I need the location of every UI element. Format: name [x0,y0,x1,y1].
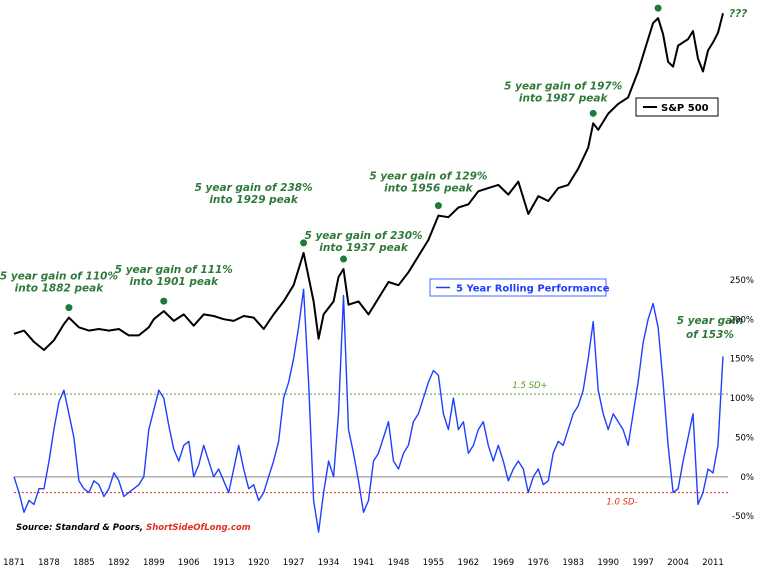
x-tick-label: 1878 [38,558,60,568]
peak-dot [589,109,597,117]
x-tick-label: 1969 [492,558,514,568]
y-tick-label: 250% [730,276,754,286]
reference-line-label: 1.0 SD- [606,498,637,508]
reference-line-label: 1.5 SD+ [512,381,547,391]
x-axis-ticks: 1871 1878 1885 1892 1899 1906 1913 1920 1927 1934… [3,558,724,568]
peak-dot [434,202,442,210]
legend-sp500-box [635,97,719,117]
source-note: Source: Standard & Poors, ShortSideOfLon… [16,523,251,533]
latest-label-line1: 5 year gain [677,315,744,327]
annotation-line2: into 1956 peak [384,183,474,195]
y-tick-label: 0% [741,473,755,483]
annotation-line1: 5 year gain of 129% [369,171,487,183]
x-tick-label: 1871 [3,558,25,568]
annotation-line2: into 1929 peak [209,194,299,206]
rolling-performance-line [13,288,724,533]
annotation-line1: 5 year gain of 230% [305,230,423,242]
y-axis-ticks: 250% 200% 150% 100% 50% 0% -50% [730,276,754,522]
x-tick-label: 1997 [632,558,654,568]
annotations: 5 year gain of 110%into 1882 peak 5 year … [0,8,747,341]
x-tick-label: 2011 [702,558,724,568]
x-tick-label: 1990 [597,558,619,568]
x-tick-label: 1885 [73,558,95,568]
legend-rolling-label: 5 Year Rolling Performance [456,284,610,295]
y-tick-label: 100% [730,394,754,404]
source-text: Source: Standard & Poors, ShortSideOfLon… [16,523,251,533]
x-tick-label: 1913 [213,558,235,568]
annotation-line2: into 1987 peak [519,92,609,104]
source-site: ShortSideOfLong.com [146,523,251,533]
annotation-line2: into 1901 peak [130,276,220,288]
annotation-line2: into 1937 peak [319,242,409,254]
y-tick-label: 150% [730,355,754,365]
x-tick-label: 1920 [248,558,270,568]
x-tick-label: 1962 [458,558,480,568]
y-tick-label: 200% [730,315,754,325]
annotation-line1: 5 year gain of 111% [115,264,233,276]
y-tick-label: 50% [735,433,754,443]
x-tick-label: 1934 [318,558,340,568]
annotation-line1: 5 year gain of 110% [0,271,118,283]
peak-dot [65,304,73,312]
x-tick-label: 2004 [667,558,689,568]
end-note: ??? [729,8,747,20]
legend-sp500-label: S&P 500 [661,103,709,114]
series-lines [13,12,724,533]
x-tick-label: 1983 [562,558,584,568]
annotation-line1: 5 year gain of 238% [195,182,313,194]
x-tick-label: 1948 [388,558,410,568]
x-tick-label: 1955 [423,558,445,568]
sp500-line [13,12,724,351]
legends: S&P 500 5 Year Rolling Performance [429,97,719,297]
legend-rolling-box [429,278,607,297]
annotation-line1: 5 year gain of 197% [504,80,622,92]
x-tick-label: 1927 [283,558,305,568]
x-tick-label: 1892 [108,558,130,568]
x-tick-label: 1899 [143,558,165,568]
source-prefix: Source: Standard & Poors, [16,523,146,533]
peak-dot [160,297,168,305]
y-tick-label: -50% [732,512,754,522]
peak-dot [300,239,308,247]
x-tick-label: 1906 [178,558,200,568]
x-tick-label: 1941 [353,558,375,568]
peak-dot [654,4,662,12]
annotation-line2: into 1882 peak [15,283,105,295]
latest-label-line2: of 153% [686,329,734,341]
x-tick-label: 1976 [527,558,549,568]
peak-dot [340,255,348,263]
peak-dots [65,4,662,312]
